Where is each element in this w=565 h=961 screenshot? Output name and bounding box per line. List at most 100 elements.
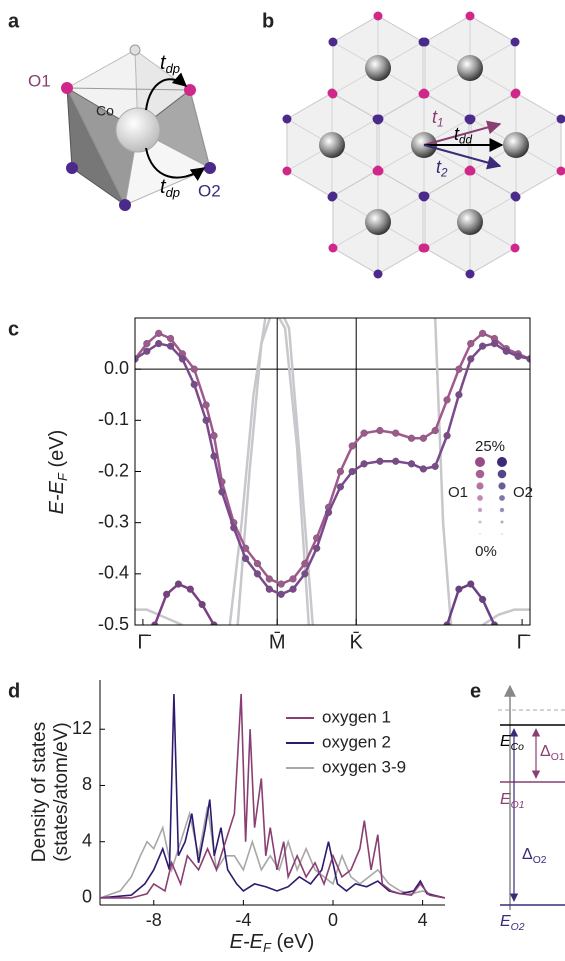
axis-label: (states/atom/eV): [51, 722, 72, 861]
oxygen-atom: [510, 191, 520, 201]
label-part: E-E: [46, 480, 68, 514]
subscript: dd: [459, 133, 473, 146]
panel-label: d: [8, 680, 20, 702]
subscript: dp: [166, 61, 180, 76]
band-point: [174, 580, 183, 588]
label-part: F: [55, 472, 70, 481]
band-point: [190, 365, 198, 373]
band-line: [433, 318, 453, 625]
level-label: ECo: [500, 733, 524, 752]
band-point: [301, 570, 309, 578]
panel-label: e: [470, 680, 481, 702]
symbol: t: [436, 157, 442, 177]
legend-dot: [477, 507, 483, 513]
x-tick-label: 4: [418, 910, 428, 930]
band-point: [186, 585, 194, 593]
band-line: [228, 318, 314, 625]
legend-dot: [478, 520, 482, 524]
band-point: [467, 580, 475, 588]
band-point: [265, 585, 273, 593]
atom-label: Co: [96, 103, 114, 119]
band-point: [210, 432, 218, 440]
label-part: E-E: [230, 931, 264, 953]
symbol: t: [160, 52, 167, 74]
legend-dot: [501, 533, 503, 535]
x-tick-label: 0: [328, 910, 338, 930]
hop-label: t1: [432, 107, 444, 130]
legend-dot: [500, 520, 504, 524]
band-point: [253, 559, 262, 568]
x-tick-label: Γ̄: [517, 631, 531, 653]
axis-label: E-EF (eV): [46, 430, 70, 515]
band-line: [236, 318, 311, 625]
subscript: 2: [440, 166, 448, 179]
band-point: [336, 483, 345, 491]
symbol: E: [500, 913, 511, 930]
band-point: [155, 329, 163, 337]
label-part: F: [263, 940, 272, 955]
band-point: [467, 355, 475, 363]
legend-dot: [498, 482, 506, 490]
band-point: [336, 467, 345, 476]
oxygen-atom: [327, 88, 337, 98]
band-point: [166, 334, 175, 343]
band-point: [143, 339, 151, 348]
band-point: [360, 460, 368, 468]
band-point: [289, 575, 297, 583]
band-point: [407, 460, 416, 468]
band-line: [153, 582, 216, 625]
oxygen-atom: [282, 114, 292, 124]
oxygen-atom: [556, 114, 565, 124]
x-tick-label: -4: [235, 910, 251, 930]
y-tick-label: -0.5: [98, 614, 129, 634]
band-point: [407, 434, 416, 442]
legend-label: 25%: [475, 438, 505, 455]
x-tick-label: M̄: [269, 630, 286, 653]
cobalt-atom: [319, 132, 345, 158]
legend-dot: [479, 533, 481, 535]
band-point: [419, 465, 427, 473]
band-point: [348, 442, 356, 450]
legend-dot: [497, 457, 507, 467]
band-point: [166, 342, 175, 350]
oxygen-atom: [328, 191, 338, 201]
oxygen-atom: [510, 37, 520, 47]
band-point: [479, 595, 487, 604]
oxygen-atom: [328, 243, 338, 253]
cobalt-atom: [457, 55, 483, 81]
legend-label: O1: [448, 484, 468, 501]
oxygen-atom: [511, 88, 521, 98]
symbol: Δ: [540, 743, 551, 760]
legend-label: oxygen 2: [322, 732, 391, 751]
oxygen-atom: [465, 269, 475, 279]
legend-label: oxygen 1: [322, 707, 391, 726]
axis-label: E-EF (eV): [230, 931, 315, 955]
band-point: [360, 429, 368, 437]
band-point: [419, 434, 427, 442]
band-point: [502, 347, 510, 355]
band-point: [467, 339, 475, 348]
oxygen-atom: [465, 165, 475, 175]
band-line: [100, 806, 445, 899]
band-line: [100, 694, 445, 899]
gap-label: ΔO1: [540, 743, 565, 762]
symbol: t: [432, 107, 438, 127]
atom-label: O2: [198, 181, 221, 200]
band-point: [163, 590, 171, 598]
band-point: [455, 365, 463, 373]
legend-dot: [499, 495, 505, 501]
band-line: [481, 608, 530, 625]
oxygen-atom: [419, 88, 429, 98]
subscript: O1: [511, 800, 525, 811]
band-point: [392, 457, 400, 465]
band-point: [443, 396, 451, 404]
legend-dot: [476, 482, 484, 490]
subscript: 1: [437, 116, 444, 129]
band-point: [348, 467, 356, 476]
band-point: [514, 352, 522, 360]
band-point: [443, 432, 451, 440]
cobalt-atom: [365, 55, 391, 81]
legend-label: oxygen 3-9: [322, 757, 406, 776]
oxygen-atom: [374, 114, 384, 124]
y-tick-label: 8: [82, 774, 92, 794]
